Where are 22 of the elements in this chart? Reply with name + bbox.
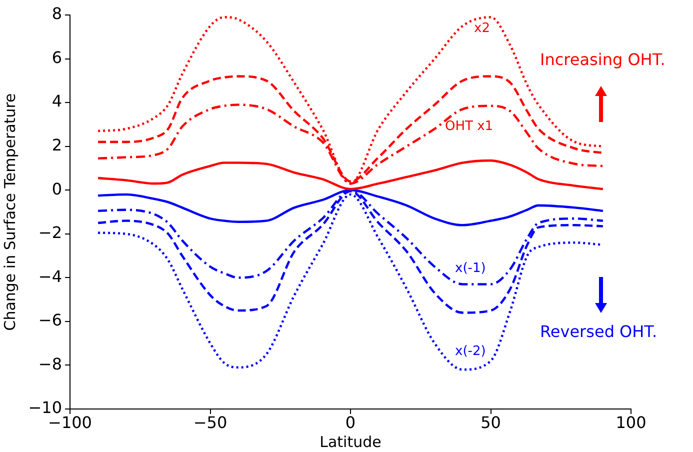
annotation: x(-1) [455, 261, 486, 276]
annotation: x(-2) [455, 344, 486, 359]
annotation: x2 [474, 21, 490, 36]
x-tick-label: 100 [616, 412, 646, 432]
annotation: OHT x1 [445, 119, 494, 134]
y-tick-label: 6 [52, 48, 62, 67]
x-tick-label: −50 [193, 412, 228, 432]
x-axis-title: Latitude [320, 432, 382, 451]
annotation: Increasing OHT. [540, 50, 666, 69]
x-tick-label: 0 [345, 412, 356, 432]
line-series [96, 159, 604, 190]
x-tick-label: 50 [480, 412, 501, 432]
y-tick-label: −6 [38, 310, 62, 330]
y-tick-label: 2 [52, 135, 62, 154]
y-tick-label: 0 [52, 179, 62, 198]
y-tick-label: −2 [38, 223, 62, 242]
y-tick-label: 8 [52, 4, 62, 24]
y-tick-label: −4 [38, 266, 62, 286]
annotation: Reversed OHT. [540, 322, 658, 341]
y-tick-label: −8 [38, 354, 62, 374]
y-axis-title: Change in Surface Temperature [0, 93, 19, 331]
y-tick-label: 4 [52, 92, 62, 111]
